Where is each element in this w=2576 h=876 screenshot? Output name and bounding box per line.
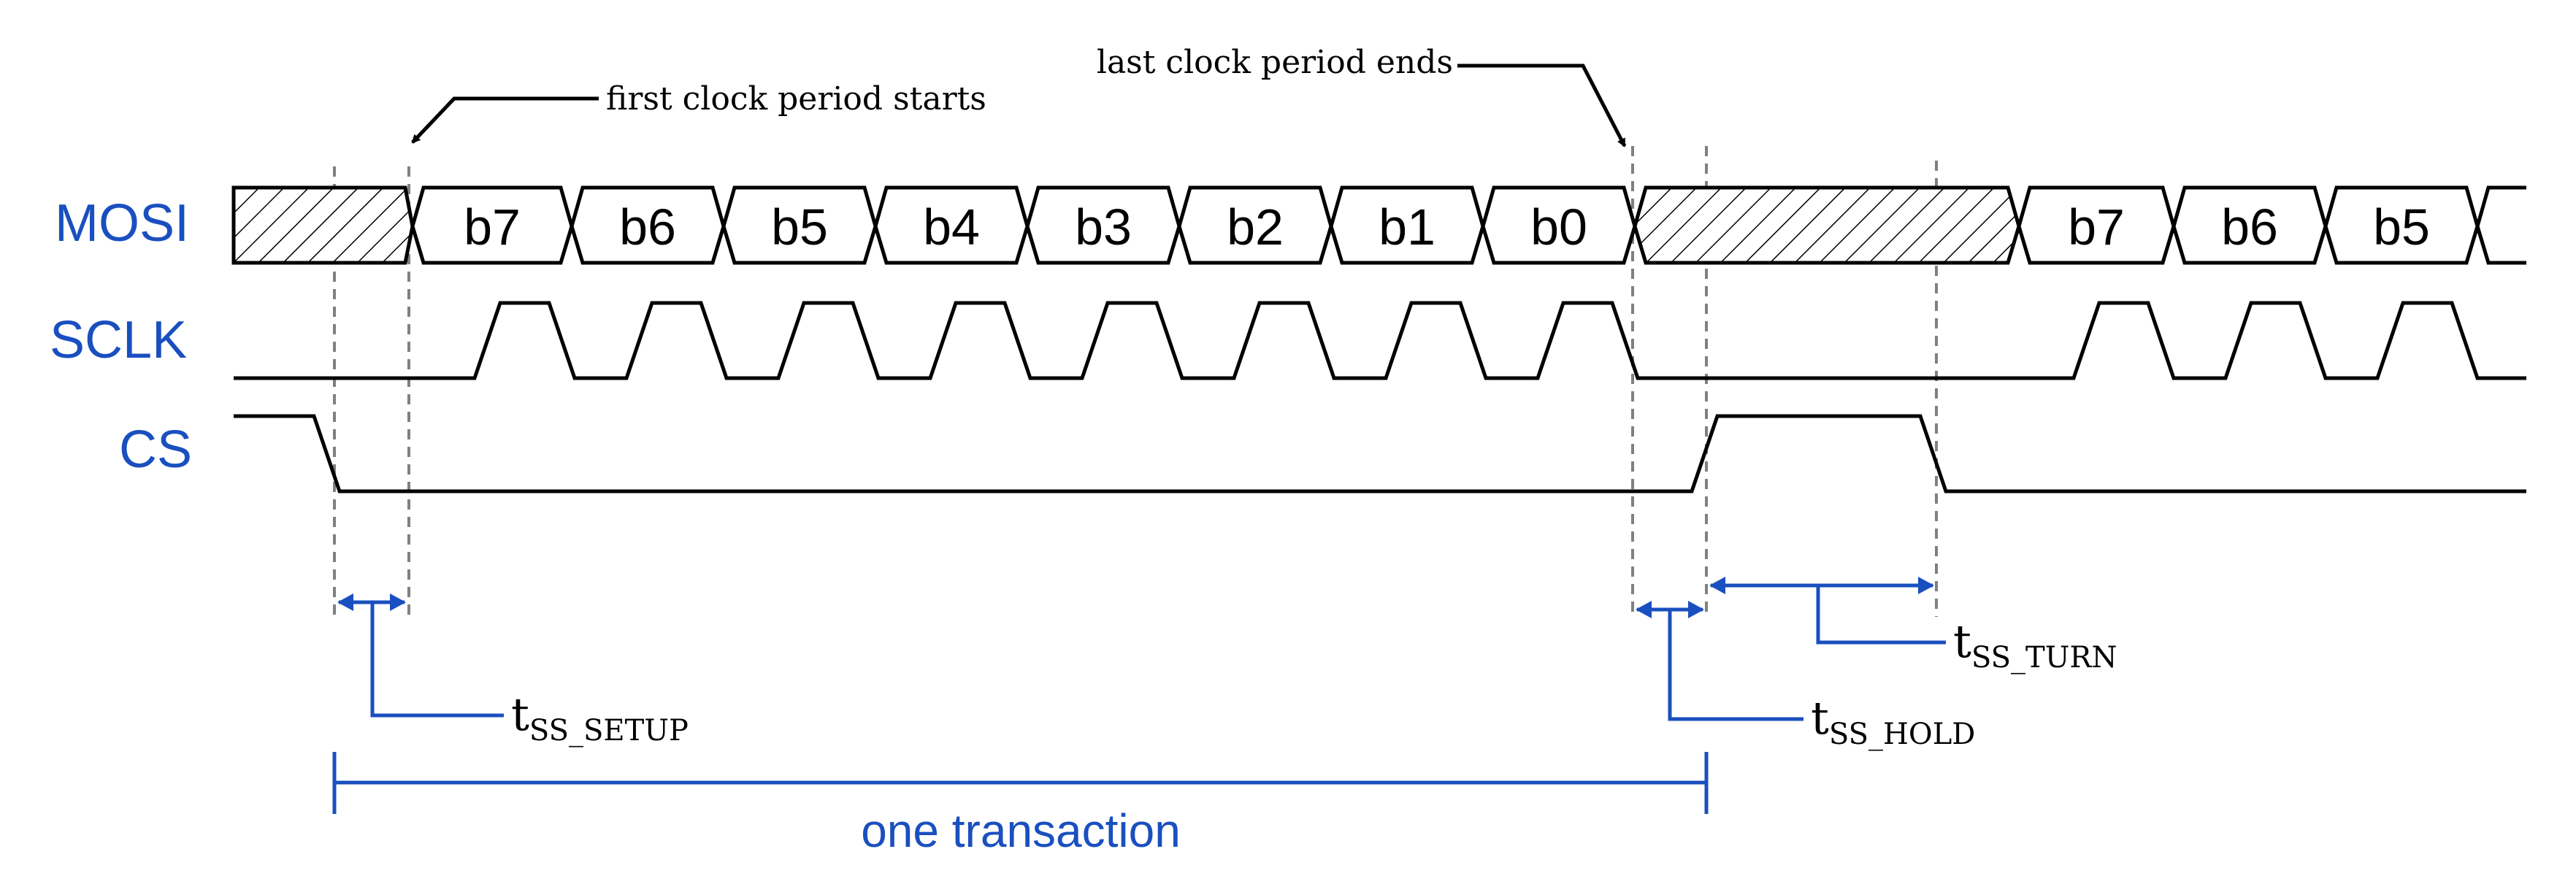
mosi-label: MOSI bbox=[55, 194, 189, 253]
hold-leader bbox=[1668, 610, 1803, 721]
mosi-bit-label: b6 bbox=[2221, 199, 2278, 256]
mosi-bus-continuation bbox=[2475, 185, 2526, 227]
mosi-idle-2 bbox=[1633, 185, 2021, 265]
mosi-bit-label: b0 bbox=[1530, 199, 1587, 256]
mosi-bit-label: b3 bbox=[1075, 199, 1132, 256]
cs-waveform bbox=[234, 414, 2526, 493]
transaction-bracket bbox=[332, 752, 1709, 814]
turn-time-label: tSS_TURN bbox=[1953, 615, 2117, 675]
sclk-label: SCLK bbox=[50, 311, 187, 369]
first-clock-arrow bbox=[411, 96, 599, 144]
turn-arrowhead-left bbox=[1709, 577, 1725, 594]
mosi-bit-label: b2 bbox=[1227, 199, 1284, 256]
first-clock-annotation: first clock period starts bbox=[606, 80, 986, 118]
hold-dimension bbox=[1636, 601, 1803, 721]
mosi-bit-label: b7 bbox=[464, 199, 521, 256]
turn-leader bbox=[1816, 585, 1946, 645]
hold-arrowhead-right bbox=[1688, 601, 1704, 618]
hold-time-label: tSS_HOLD bbox=[1811, 691, 1975, 751]
setup-dimension bbox=[337, 593, 504, 718]
turn-arrowhead-right bbox=[1918, 577, 1934, 594]
mosi-bus-transaction-2: b7 b6 b5 bbox=[2017, 185, 2526, 265]
setup-arrowhead-right bbox=[390, 593, 406, 611]
hold-arrowhead-left bbox=[1636, 601, 1652, 618]
mosi-bus-transaction-1: b7 b6 b5 b4 b3 b2 b1 b0 bbox=[410, 185, 1637, 265]
mosi-bus-continuation bbox=[2475, 226, 2526, 265]
sclk-waveform bbox=[234, 301, 2526, 380]
mosi-bit-label: b7 bbox=[2068, 199, 2125, 256]
mosi-bit-label: b6 bbox=[619, 199, 676, 256]
setup-time-label: tSS_SETUP bbox=[511, 688, 689, 748]
mosi-bit-label: b5 bbox=[2373, 199, 2430, 256]
mosi-bit-label: b5 bbox=[771, 199, 828, 256]
mosi-idle-1 bbox=[231, 185, 415, 265]
cs-label: CS bbox=[119, 420, 192, 479]
mosi-bit-label: b1 bbox=[1379, 199, 1435, 256]
transaction-label: one transaction bbox=[861, 804, 1181, 857]
setup-arrowhead-left bbox=[337, 593, 353, 611]
mosi-bit-label: b4 bbox=[923, 199, 980, 256]
setup-leader bbox=[370, 602, 504, 718]
last-clock-annotation: last clock period ends bbox=[1097, 44, 1453, 81]
turn-dimension bbox=[1709, 577, 1946, 645]
last-clock-arrow bbox=[1457, 64, 1627, 147]
